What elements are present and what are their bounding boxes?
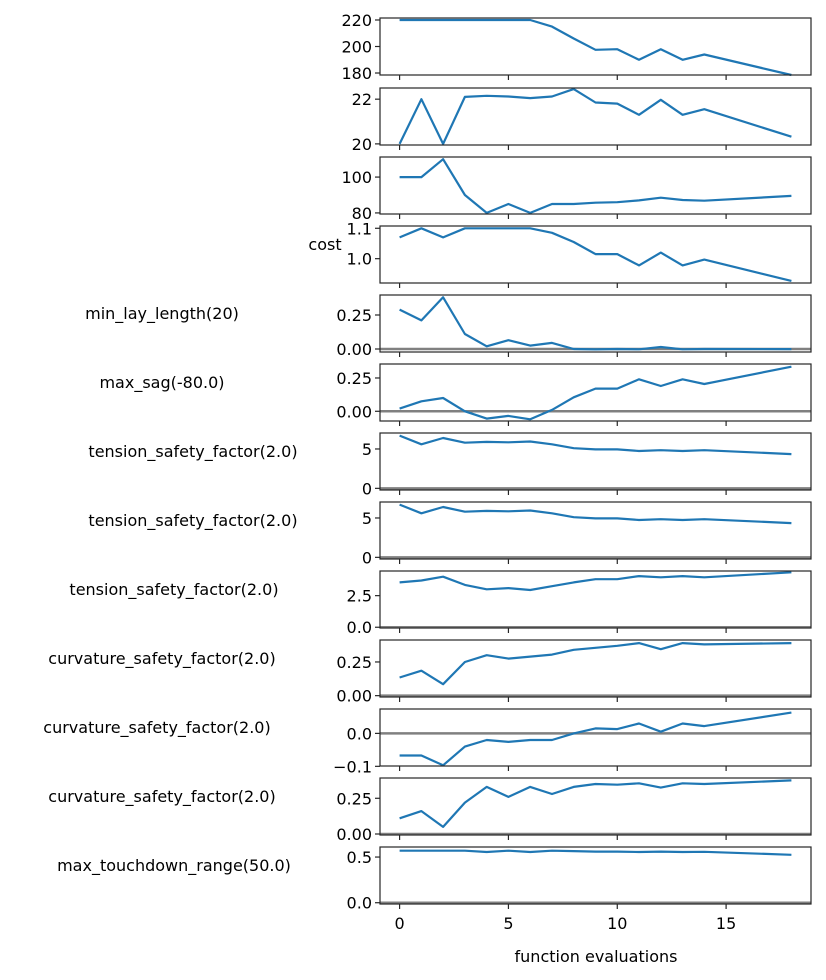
x-tick-label: 10 xyxy=(607,914,627,933)
axes-frame xyxy=(379,363,812,422)
axes-frame xyxy=(379,87,812,146)
y-tick-label: 5 xyxy=(362,440,372,459)
y-tick-label: 0.00 xyxy=(336,340,372,359)
y-axis-label: min_lay_length(20) xyxy=(85,304,239,324)
axes-frame xyxy=(379,501,812,560)
series-line xyxy=(399,434,792,456)
x-tick-label: 15 xyxy=(716,914,736,933)
y-tick-label: 0.0 xyxy=(347,894,372,913)
axes-frame xyxy=(379,708,812,767)
series-line xyxy=(398,87,792,145)
y-tick-label: 1.0 xyxy=(347,250,372,269)
series-line xyxy=(399,296,792,351)
y-axis-label: curvature_safety_factor(2.0) xyxy=(48,649,275,669)
y-axis-label: tension_safety_factor(2.0) xyxy=(88,511,297,531)
axes-frame xyxy=(379,570,812,629)
y-axis-label: tension_safety_factor(2.0) xyxy=(88,442,297,462)
series-line xyxy=(399,18,792,77)
y-tick-label: 220 xyxy=(341,11,372,30)
series-line xyxy=(399,227,792,282)
y-tick-label: 0.00 xyxy=(336,402,372,421)
axes-frame xyxy=(379,156,812,215)
y-tick-label: 180 xyxy=(341,64,372,83)
y-tick-label: 80 xyxy=(352,204,372,223)
y-tick-label: 22 xyxy=(352,90,372,109)
x-tick-label: 0 xyxy=(394,914,404,933)
x-tick-label: 5 xyxy=(503,914,513,933)
y-tick-label: 0.25 xyxy=(336,306,372,325)
series-line xyxy=(399,641,792,686)
y-axis-label: cost xyxy=(308,235,341,254)
y-tick-label: 5 xyxy=(362,509,372,528)
y-tick-label: 100 xyxy=(341,168,372,187)
y-tick-label: 0.00 xyxy=(336,825,372,844)
y-tick-label: 1.1 xyxy=(347,219,372,238)
series-line xyxy=(399,365,792,421)
x-axis-label: function evaluations xyxy=(515,947,678,966)
series-line xyxy=(399,849,792,856)
y-axis-label: max_touchdown_range(50.0) xyxy=(57,856,291,876)
y-axis-label: tension_safety_factor(2.0) xyxy=(69,580,278,600)
y-tick-label: 0 xyxy=(362,479,372,498)
y-axis-label: max_sag(-80.0) xyxy=(99,373,224,393)
series-line xyxy=(399,158,792,214)
series-line xyxy=(399,711,792,767)
y-tick-label: 0.25 xyxy=(336,789,372,808)
y-tick-label: −0.1 xyxy=(333,757,372,776)
axes-frame xyxy=(379,846,812,905)
series-line xyxy=(399,503,792,525)
axes-frame xyxy=(379,17,812,76)
y-tick-label: 0 xyxy=(362,548,372,567)
y-tick-label: 0.00 xyxy=(336,687,372,706)
y-axis-label: curvature_safety_factor(2.0) xyxy=(43,718,270,738)
y-tick-label: 0.5 xyxy=(347,848,372,867)
series-line xyxy=(399,779,792,829)
axes-frame xyxy=(379,432,812,491)
y-tick-label: 200 xyxy=(341,38,372,57)
series-line xyxy=(399,571,792,592)
axes-frame xyxy=(379,639,812,698)
axes-frame xyxy=(379,225,812,284)
y-tick-label: 0.0 xyxy=(347,724,372,743)
y-tick-label: 0.25 xyxy=(336,369,372,388)
y-axis-label: curvature_safety_factor(2.0) xyxy=(48,787,275,807)
y-tick-label: 0.25 xyxy=(336,653,372,672)
y-tick-label: 0.0 xyxy=(347,618,372,637)
axes-frame xyxy=(379,294,812,353)
y-tick-label: 2.5 xyxy=(347,587,372,606)
axes-frame xyxy=(379,777,812,836)
y-tick-label: 20 xyxy=(352,135,372,154)
